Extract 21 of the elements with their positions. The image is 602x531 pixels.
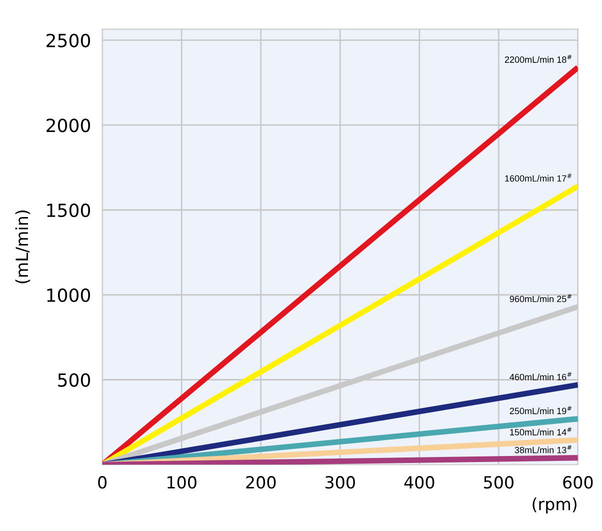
- y-tick-label: 1500: [47, 203, 90, 218]
- x-tick-label: 0: [98, 476, 107, 489]
- series-label: 2200mL/min 18$^{#}$: [504, 54, 572, 63]
- x-tick-label: 300: [325, 476, 355, 489]
- x-axis-title: (rpm): [532, 497, 576, 514]
- y-axis-title: (mL/min): [15, 210, 30, 284]
- x-tick-label: 100: [168, 476, 196, 489]
- series-label: 960mL/min 25$^{#}$: [510, 294, 572, 302]
- y-tick-label: 1000: [47, 288, 90, 302]
- y-tick-label: 2500: [46, 34, 90, 48]
- x-tick-label: 400: [404, 476, 434, 489]
- x-tick-label: 500: [484, 476, 514, 489]
- y-tick-label: 500: [58, 373, 90, 387]
- y-tick-label: 2000: [46, 118, 90, 132]
- series-label: 38mL/min 13$^{#}$: [514, 445, 572, 454]
- series-label: 150mL/min 14$^{#}$: [510, 427, 572, 436]
- x-tick-label: 600: [563, 476, 593, 489]
- series-label: 250mL/min 19$^{#}$: [510, 406, 572, 414]
- series-label: 460mL/min 16$^{#}$: [510, 372, 572, 380]
- series-label: 1600mL/min 17$^{#}$: [505, 174, 572, 182]
- x-tick-label: 200: [246, 476, 276, 489]
